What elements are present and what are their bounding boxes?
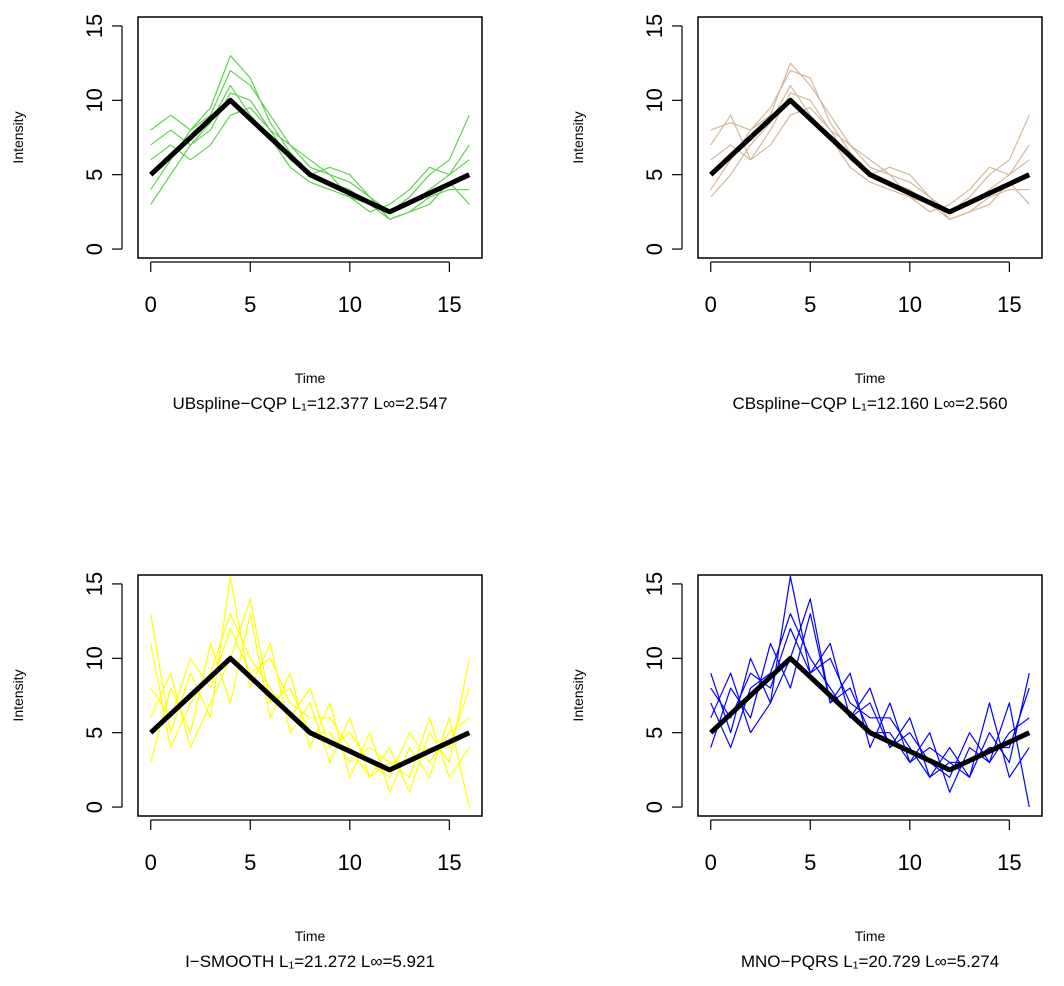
y-tick-label: 5 — [82, 727, 107, 739]
x-tick-label: 0 — [705, 850, 717, 875]
y-axis-label: Intensity — [570, 669, 586, 721]
x-axis-label: Time — [855, 928, 886, 944]
y-axis-label: Intensity — [570, 111, 586, 163]
x-tick-label: 10 — [898, 850, 922, 875]
subtitle: I−SMOOTH L₁=21.272 L∞=5.921 — [185, 952, 435, 971]
line-series — [150, 92, 470, 213]
y-tick-label: 5 — [642, 727, 667, 739]
line-series — [150, 69, 470, 220]
plot-box — [137, 16, 483, 259]
panel: 0 5 10 15 0 5 10 15 Time CBspline−CQP L₁=12.160 L… — [570, 14, 1043, 413]
y-tick-label: 10 — [642, 88, 667, 112]
y-axis-label: Intensity — [10, 669, 26, 721]
x-tick-label: 5 — [244, 292, 256, 317]
line-series — [710, 69, 1030, 213]
x-tick-label: 5 — [804, 850, 816, 875]
x-tick-label: 10 — [338, 292, 362, 317]
y-tick-label: 15 — [642, 14, 667, 38]
y-tick-label: 0 — [642, 243, 667, 255]
y-tick-label: 10 — [82, 646, 107, 670]
line-series — [710, 92, 1030, 213]
plot-box — [697, 16, 1043, 259]
x-tick-label: 10 — [338, 850, 362, 875]
line-series — [710, 107, 1030, 213]
line-series — [149, 97, 471, 215]
line-series — [710, 613, 1030, 778]
y-tick-label: 15 — [82, 572, 107, 596]
y-tick-label: 5 — [642, 169, 667, 181]
y-axis-label: Intensity — [10, 111, 26, 163]
y-tick-label: 10 — [642, 646, 667, 670]
x-tick-label: 15 — [437, 292, 461, 317]
line-series — [150, 55, 470, 213]
line-series — [150, 84, 470, 220]
x-tick-label: 0 — [705, 292, 717, 317]
y-tick-label: 15 — [642, 572, 667, 596]
panel: 0 5 10 15 0 5 10 15 Time I−SMOOTH L₁=21.272 L∞=5.… — [10, 572, 483, 971]
x-tick-label: 0 — [145, 850, 157, 875]
line-series — [709, 97, 1031, 215]
x-axis-label: Time — [855, 370, 886, 386]
panel: 0 5 10 15 0 5 10 15 Time UBspline−CQP L₁=12.377 L… — [10, 14, 483, 413]
x-tick-label: 5 — [804, 292, 816, 317]
line-series — [709, 655, 1031, 773]
subtitle: MNO−PQRS L₁=20.729 L∞=5.274 — [741, 952, 999, 971]
y-tick-label: 5 — [82, 169, 107, 181]
plot-box — [137, 574, 483, 817]
panel: 0 5 10 15 0 5 10 15 Time MNO−PQRS L₁=20.729 L∞=5.… — [570, 572, 1043, 971]
y-tick-label: 15 — [82, 14, 107, 38]
y-tick-label: 10 — [82, 88, 107, 112]
line-series — [710, 613, 1030, 808]
line-series — [710, 84, 1030, 220]
line-series — [150, 613, 470, 808]
x-tick-label: 0 — [145, 292, 157, 317]
plot-box — [697, 574, 1043, 817]
x-tick-label: 5 — [244, 850, 256, 875]
x-tick-label: 15 — [997, 850, 1021, 875]
x-axis-label: Time — [295, 370, 326, 386]
line-series — [150, 107, 470, 213]
x-tick-label: 10 — [898, 292, 922, 317]
line-series — [710, 575, 1030, 778]
x-tick-label: 15 — [997, 292, 1021, 317]
y-tick-label: 0 — [82, 243, 107, 255]
line-series — [149, 655, 471, 773]
y-tick-label: 0 — [82, 801, 107, 813]
x-axis-label: Time — [295, 928, 326, 944]
subtitle: CBspline−CQP L₁=12.160 L∞=2.560 — [732, 394, 1007, 413]
x-tick-label: 15 — [437, 850, 461, 875]
line-series — [710, 62, 1030, 220]
subtitle: UBspline−CQP L₁=12.377 L∞=2.547 — [172, 394, 447, 413]
line-series — [150, 575, 470, 793]
y-tick-label: 0 — [642, 801, 667, 813]
